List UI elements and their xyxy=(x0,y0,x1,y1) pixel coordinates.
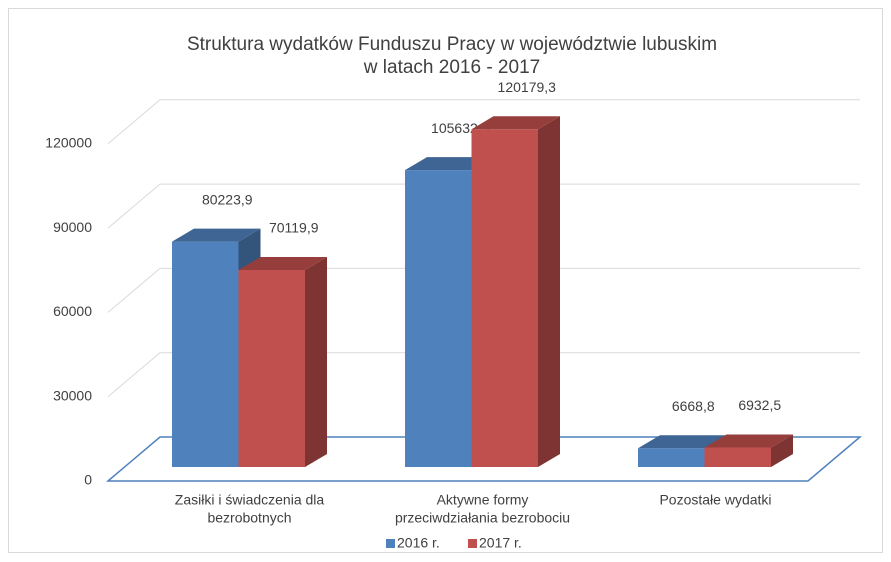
bar xyxy=(238,256,327,467)
y-tick-label: 90000 xyxy=(53,219,92,235)
grid-line xyxy=(107,99,860,145)
value-label: 70119,9 xyxy=(269,220,319,236)
x-tick-label: Pozostałe wydatki xyxy=(659,492,771,508)
bar xyxy=(471,116,560,467)
legend-swatch xyxy=(386,539,395,548)
grid-line xyxy=(107,267,860,313)
bar-face xyxy=(238,256,327,270)
bar-face xyxy=(638,435,727,449)
x-tick-label: Aktywne formy xyxy=(437,492,529,508)
legend-label: 2016 r. xyxy=(397,535,440,551)
floor xyxy=(105,436,863,482)
y-tick-label: 120000 xyxy=(45,135,92,151)
bar-face xyxy=(638,448,705,467)
bar-face xyxy=(771,434,793,467)
y-tick-label: 0 xyxy=(84,472,92,488)
bar-face xyxy=(405,157,494,171)
bar-face xyxy=(538,116,560,467)
grid-line xyxy=(107,183,860,229)
value-label: 6932,5 xyxy=(738,397,781,413)
value-label: 80223,9 xyxy=(202,191,253,207)
bar-face xyxy=(172,241,239,467)
legend-label: 2017 r. xyxy=(479,535,522,551)
bar xyxy=(704,434,793,467)
legend-swatch xyxy=(468,539,477,548)
y-tick-label: 60000 xyxy=(53,303,92,319)
x-tick-label: Zasiłki i świadczenia dla xyxy=(175,492,325,508)
grid-line xyxy=(107,352,860,398)
bar-face xyxy=(471,129,538,467)
bar-face xyxy=(172,228,261,242)
value-label: 6668,8 xyxy=(672,398,715,414)
y-tick-label: 30000 xyxy=(53,387,92,403)
bar-face xyxy=(704,447,771,467)
bar-face xyxy=(471,116,560,130)
chart-title: Struktura wydatków Funduszu Pracy w woje… xyxy=(187,34,717,55)
bar-face xyxy=(405,170,472,467)
bar-face xyxy=(238,269,305,467)
x-tick-label: bezrobotnych xyxy=(207,510,291,526)
bar-face xyxy=(305,256,327,467)
chart-title: w latach 2016 - 2017 xyxy=(363,57,540,78)
x-tick-label: przeciwdziałania bezrobociu xyxy=(395,510,570,526)
value-label: 120179,3 xyxy=(498,79,557,95)
bar-face xyxy=(704,434,793,448)
